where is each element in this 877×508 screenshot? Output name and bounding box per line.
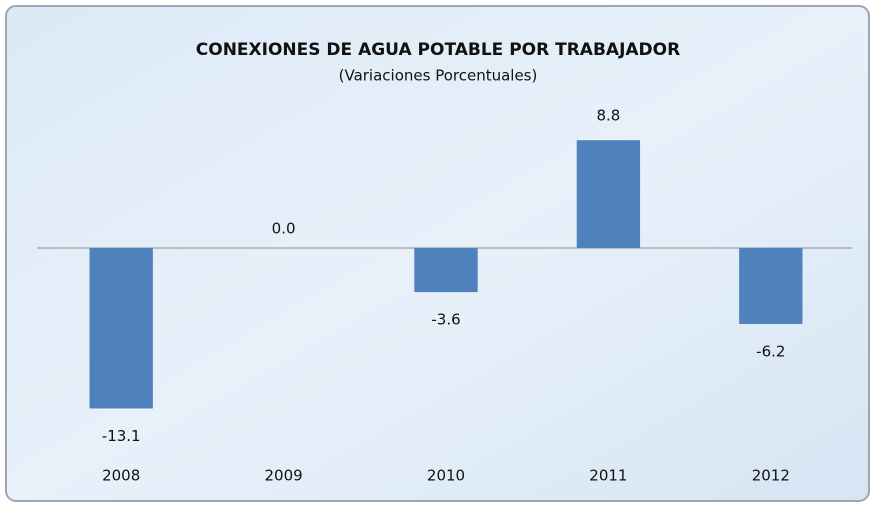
value-label: 0.0 <box>272 220 296 238</box>
x-tick-label: 2009 <box>265 467 303 485</box>
x-tick-label: 2011 <box>589 467 627 485</box>
chart-subtitle: (Variaciones Porcentuales) <box>339 67 538 85</box>
bar <box>89 248 153 409</box>
x-tick-label: 2008 <box>102 467 140 485</box>
value-label: 8.8 <box>596 107 620 125</box>
value-label: -13.1 <box>102 427 141 445</box>
bar <box>414 248 478 293</box>
value-label: -6.2 <box>756 342 785 360</box>
x-tick-label: 2010 <box>427 467 465 485</box>
value-label: -3.6 <box>431 311 460 329</box>
chart-title: CONEXIONES DE AGUA POTABLE POR TRABAJADO… <box>196 40 680 60</box>
bar <box>576 140 641 248</box>
x-tick-label: 2012 <box>752 467 790 485</box>
bar <box>739 248 803 324</box>
